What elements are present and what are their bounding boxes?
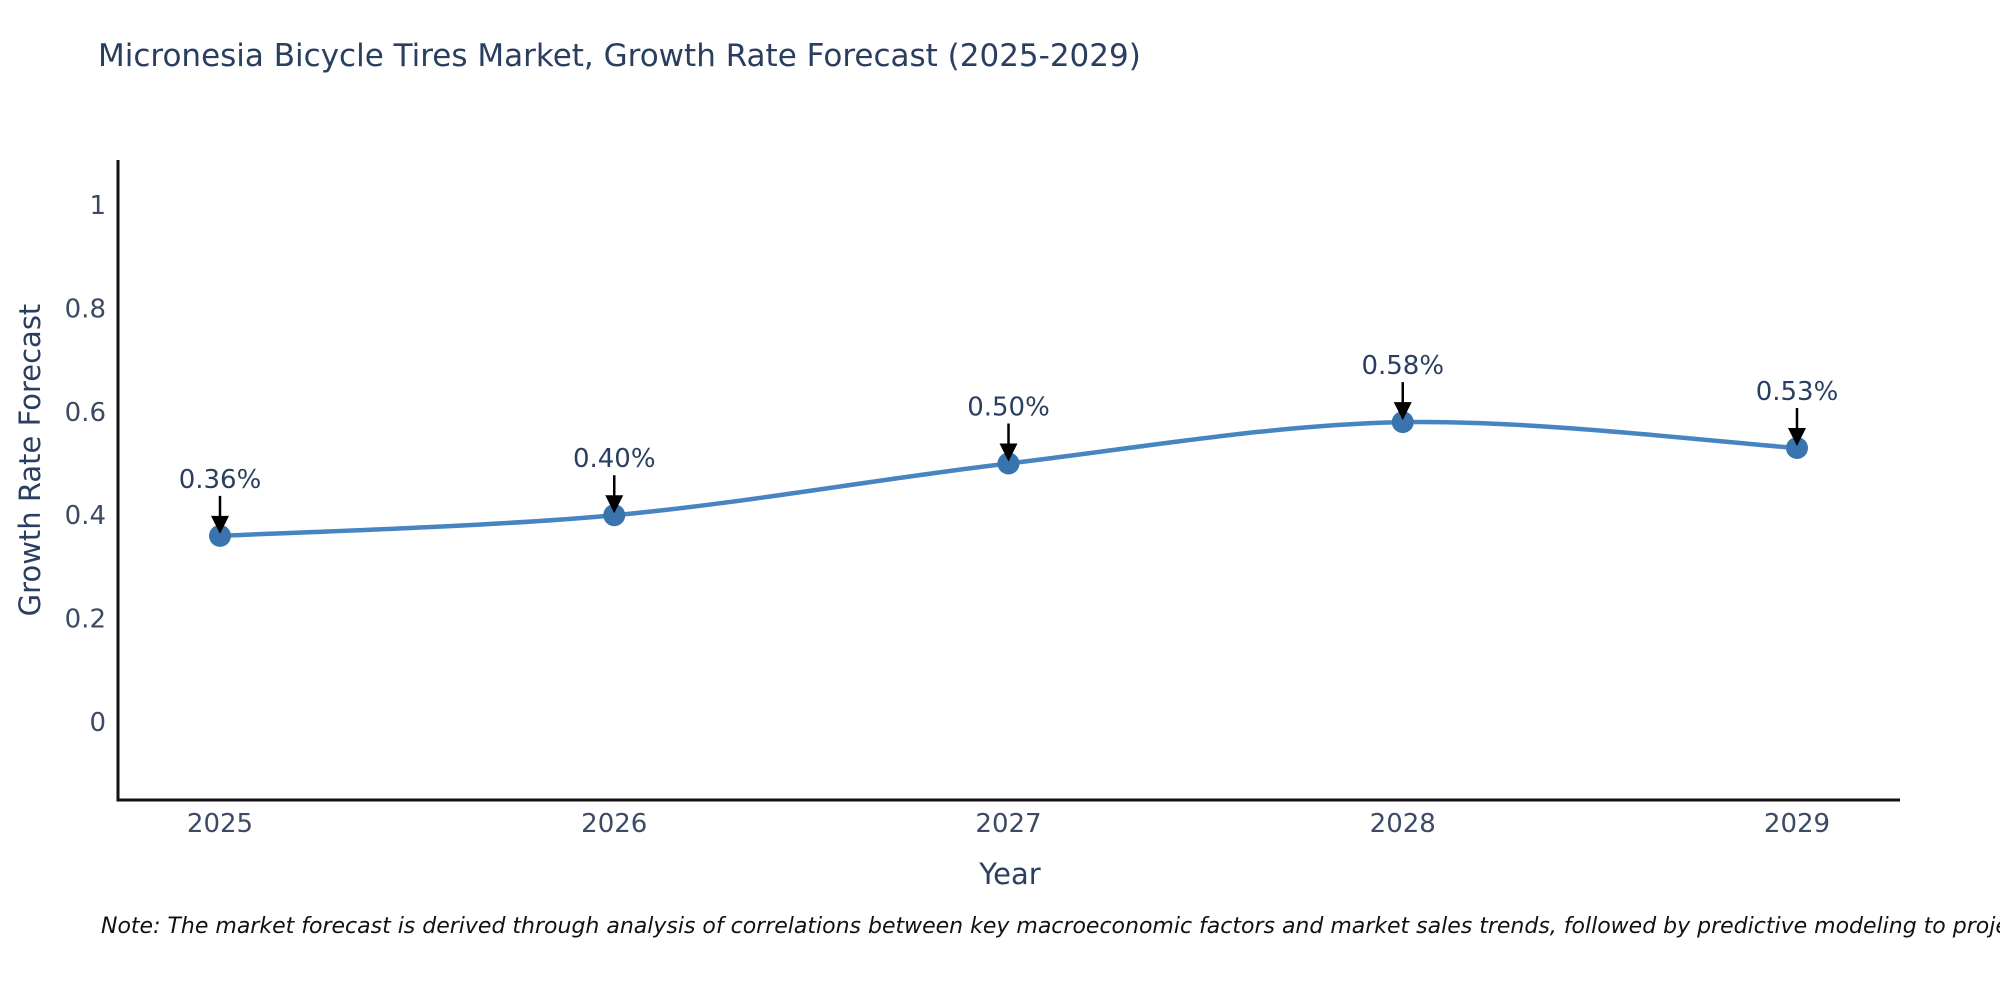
data-point-marker bbox=[209, 524, 231, 547]
data-point-label: 0.53% bbox=[1756, 377, 1839, 407]
y-tick-label: 0.4 bbox=[65, 501, 106, 531]
x-tick-label: 2026 bbox=[581, 809, 647, 839]
x-axis-title: Year bbox=[979, 857, 1041, 891]
data-point-marker bbox=[1391, 411, 1414, 434]
chart-title: Micronesia Bicycle Tires Market, Growth … bbox=[98, 38, 1141, 74]
data-point-marker bbox=[1786, 436, 1808, 459]
y-tick-label: 0.8 bbox=[65, 294, 106, 324]
x-tick-label: 2025 bbox=[187, 809, 253, 839]
y-tick-label: 1 bbox=[89, 191, 106, 221]
data-point-label: 0.50% bbox=[967, 393, 1050, 423]
data-point-marker bbox=[997, 452, 1020, 475]
data-point-marker bbox=[603, 504, 626, 527]
y-tick-label: 0.2 bbox=[65, 605, 106, 635]
annotation-arrowhead bbox=[999, 443, 1018, 462]
x-tick-label: 2029 bbox=[1764, 809, 1830, 839]
data-point-label: 0.40% bbox=[573, 444, 656, 474]
data-point-label: 0.36% bbox=[179, 465, 262, 495]
annotation-arrowhead bbox=[605, 495, 624, 514]
y-tick-label: 0 bbox=[89, 708, 106, 738]
footnote-text: Note: The market forecast is derived thr… bbox=[101, 914, 2000, 939]
x-tick-label: 2027 bbox=[975, 809, 1041, 839]
annotation-arrowhead bbox=[1393, 402, 1412, 421]
data-point-label: 0.58% bbox=[1361, 351, 1444, 381]
axis-lines bbox=[116, 160, 1900, 802]
y-tick-label: 0.6 bbox=[65, 398, 106, 428]
annotation-arrowhead bbox=[1788, 427, 1806, 446]
annotation-arrowhead bbox=[211, 515, 229, 534]
x-tick-label: 2028 bbox=[1370, 809, 1436, 839]
